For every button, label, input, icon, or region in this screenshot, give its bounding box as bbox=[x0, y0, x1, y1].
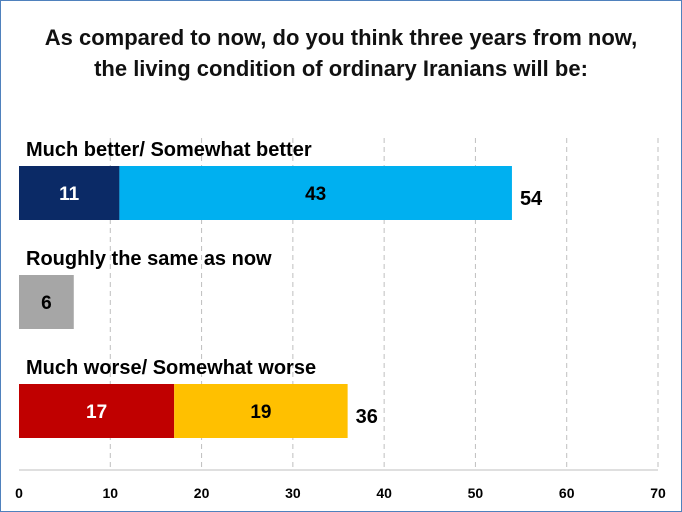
chart-title: As compared to now, do you think three y… bbox=[0, 22, 682, 84]
segment-data-label: 6 bbox=[41, 293, 52, 314]
chart-title-line-2: the living condition of ordinary Iranian… bbox=[94, 56, 588, 81]
bar-segment bbox=[19, 275, 74, 329]
bar-segment bbox=[19, 384, 175, 438]
x-tick-label: 30 bbox=[285, 485, 301, 501]
segment-data-label: 43 bbox=[305, 184, 326, 205]
x-tick-label: 10 bbox=[102, 485, 118, 501]
segment-data-label: 19 bbox=[250, 402, 271, 423]
chart-title-line-1: As compared to now, do you think three y… bbox=[44, 25, 638, 50]
x-tick-label: 50 bbox=[468, 485, 484, 501]
x-tick-label: 40 bbox=[376, 485, 392, 501]
x-tick-label: 20 bbox=[194, 485, 210, 501]
bar-total-label: 36 bbox=[356, 406, 378, 428]
category-label: Much better/ Somewhat better bbox=[26, 139, 312, 161]
category-label: Much worse/ Somewhat worse bbox=[26, 357, 316, 379]
x-tick-label: 0 bbox=[15, 485, 23, 501]
segment-data-label: 11 bbox=[59, 184, 80, 205]
bar-segment bbox=[19, 166, 120, 220]
x-tick-label: 70 bbox=[650, 485, 666, 501]
category-label: Roughly the same as now bbox=[26, 248, 272, 270]
bar-segment bbox=[119, 166, 512, 220]
bar-segment bbox=[174, 384, 348, 438]
segment-data-label: 17 bbox=[86, 402, 107, 423]
bar-total-label: 54 bbox=[520, 188, 543, 210]
x-tick-label: 60 bbox=[559, 485, 575, 501]
